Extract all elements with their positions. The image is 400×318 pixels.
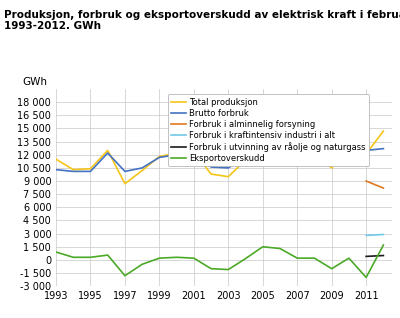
Total produksjon [157, 155, 162, 158]
Eksportoverskudd [295, 256, 300, 260]
Eksportoverskudd [140, 262, 144, 266]
Brutto forbruk [346, 148, 351, 151]
Brutto forbruk [54, 168, 58, 172]
Eksportoverskudd [226, 268, 231, 272]
Eksportoverskudd [54, 250, 58, 254]
Line: Brutto forbruk: Brutto forbruk [56, 149, 383, 171]
Total produksjon [295, 153, 300, 157]
Forbruk i alminnelig forsyning [381, 186, 386, 190]
Total produksjon [88, 167, 93, 171]
Text: GWh: GWh [22, 77, 48, 87]
Forbruk i alminnelig forsyning [364, 179, 368, 183]
Eksportoverskudd [105, 253, 110, 257]
Eksportoverskudd [329, 267, 334, 271]
Total produksjon [71, 168, 76, 172]
Legend: Total produksjon, Brutto forbruk, Forbruk i alminnelig forsyning, Forbruk i kraf: Total produksjon, Brutto forbruk, Forbru… [168, 94, 369, 166]
Brutto forbruk [364, 149, 368, 152]
Brutto forbruk [192, 150, 196, 154]
Total produksjon [209, 172, 214, 176]
Eksportoverskudd [346, 256, 351, 260]
Brutto forbruk [329, 156, 334, 160]
Eksportoverskudd [157, 256, 162, 260]
Brutto forbruk [209, 165, 214, 169]
Total produksjon [260, 137, 265, 141]
Line: Total produksjon: Total produksjon [56, 131, 383, 184]
Total produksjon [140, 169, 144, 172]
Eksportoverskudd [88, 255, 93, 259]
Total produksjon [54, 157, 58, 161]
Brutto forbruk [157, 156, 162, 159]
Forbruk i utvinning av råolje og naturgass [381, 254, 386, 258]
Line: Forbruk i alminnelig forsyning: Forbruk i alminnelig forsyning [366, 181, 383, 188]
Line: Forbruk i kraftintensiv industri i alt: Forbruk i kraftintensiv industri i alt [366, 234, 383, 235]
Brutto forbruk [295, 153, 300, 157]
Eksportoverskudd [209, 267, 214, 271]
Eksportoverskudd [122, 274, 127, 278]
Brutto forbruk [105, 151, 110, 155]
Total produksjon [381, 129, 386, 133]
Eksportoverskudd [174, 255, 179, 259]
Total produksjon [226, 175, 231, 179]
Brutto forbruk [88, 169, 93, 173]
Brutto forbruk [381, 147, 386, 150]
Eksportoverskudd [364, 275, 368, 279]
Brutto forbruk [71, 169, 76, 173]
Brutto forbruk [122, 169, 127, 173]
Brutto forbruk [312, 153, 317, 157]
Brutto forbruk [260, 154, 265, 157]
Eksportoverskudd [260, 245, 265, 249]
Text: Produksjon, forbruk og eksportoverskudd av elektrisk kraft i februar.
1993-2012.: Produksjon, forbruk og eksportoverskudd … [4, 10, 400, 31]
Forbruk i utvinning av råolje og naturgass [364, 254, 368, 258]
Eksportoverskudd [192, 256, 196, 260]
Brutto forbruk [243, 156, 248, 159]
Total produksjon [105, 149, 110, 152]
Forbruk i kraftintensiv industri i alt [381, 232, 386, 236]
Forbruk i kraftintensiv industri i alt [364, 233, 368, 237]
Total produksjon [278, 142, 282, 145]
Eksportoverskudd [312, 256, 317, 260]
Total produksjon [312, 152, 317, 156]
Eksportoverskudd [243, 257, 248, 260]
Brutto forbruk [174, 153, 179, 157]
Total produksjon [364, 152, 368, 156]
Brutto forbruk [226, 166, 231, 170]
Line: Eksportoverskudd: Eksportoverskudd [56, 245, 383, 277]
Total produksjon [329, 166, 334, 170]
Brutto forbruk [140, 166, 144, 170]
Eksportoverskudd [278, 247, 282, 251]
Total produksjon [174, 151, 179, 155]
Total produksjon [192, 150, 196, 154]
Brutto forbruk [278, 154, 282, 157]
Eksportoverskudd [71, 255, 76, 259]
Total produksjon [122, 182, 127, 186]
Total produksjon [243, 158, 248, 162]
Eksportoverskudd [381, 243, 386, 247]
Total produksjon [346, 146, 351, 150]
